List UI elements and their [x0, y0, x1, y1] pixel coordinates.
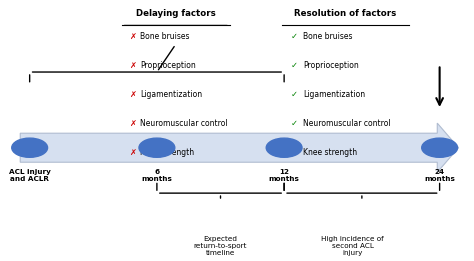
Text: Ligamentization: Ligamentization	[303, 90, 365, 99]
Text: ✓: ✓	[291, 119, 298, 128]
Text: Expected
return-to-sport
timeline: Expected return-to-sport timeline	[194, 236, 247, 256]
Text: ✓: ✓	[291, 90, 298, 99]
Text: Knee strength: Knee strength	[140, 148, 194, 157]
Text: 6
months: 6 months	[141, 169, 173, 182]
Polygon shape	[20, 123, 458, 172]
Text: Proprioception: Proprioception	[140, 61, 196, 70]
Text: ✓: ✓	[291, 148, 298, 157]
Text: ✓: ✓	[291, 32, 298, 41]
Text: Neuromuscular control: Neuromuscular control	[140, 119, 228, 128]
Text: ✗: ✗	[128, 61, 136, 70]
Circle shape	[422, 138, 457, 157]
Text: Ligamentization: Ligamentization	[140, 90, 202, 99]
Text: Bone bruises: Bone bruises	[140, 32, 190, 41]
Text: 12
months: 12 months	[269, 169, 300, 182]
Text: Knee strength: Knee strength	[303, 148, 357, 157]
Text: 24
months: 24 months	[424, 169, 455, 182]
Text: ✓: ✓	[291, 61, 298, 70]
Text: Resolution of factors: Resolution of factors	[294, 9, 397, 18]
Text: Neuromuscular control: Neuromuscular control	[303, 119, 391, 128]
Text: Proprioception: Proprioception	[303, 61, 359, 70]
Text: Bone bruises: Bone bruises	[303, 32, 353, 41]
Text: ✗: ✗	[128, 148, 136, 157]
Circle shape	[139, 138, 175, 157]
Text: ✗: ✗	[128, 90, 136, 99]
Text: ✗: ✗	[128, 32, 136, 41]
Text: Delaying factors: Delaying factors	[136, 9, 216, 18]
Circle shape	[12, 138, 47, 157]
Text: ✗: ✗	[128, 119, 136, 128]
Text: ACL injury
and ACLR: ACL injury and ACLR	[9, 169, 51, 182]
Text: High incidence of
second ACL
injury: High incidence of second ACL injury	[321, 236, 384, 256]
Circle shape	[266, 138, 302, 157]
